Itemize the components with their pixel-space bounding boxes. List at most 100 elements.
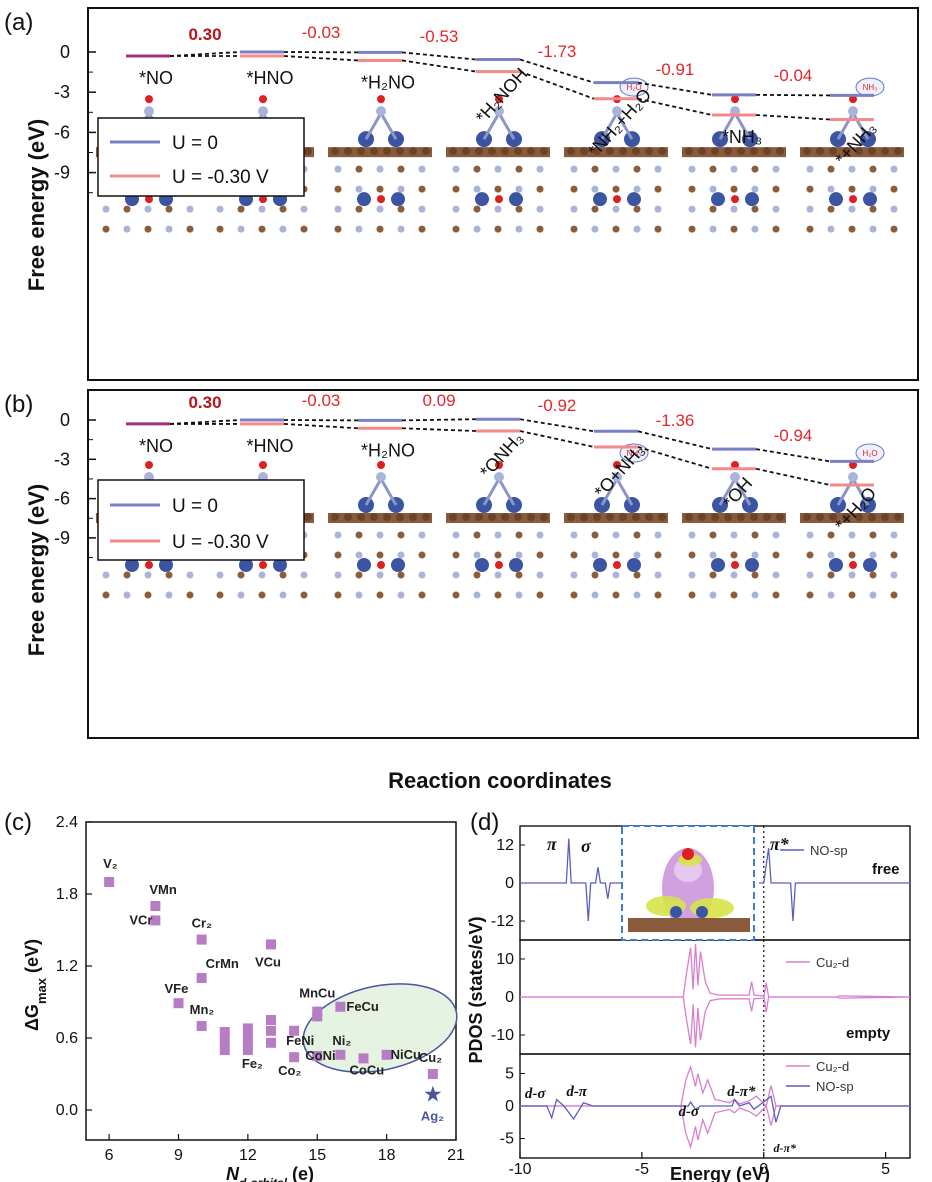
lattice-atom — [355, 591, 363, 599]
lattice-atom — [890, 531, 898, 539]
delta-label: -1.73 — [538, 42, 577, 61]
u0-connector — [637, 430, 713, 450]
bond — [364, 478, 383, 506]
scatter-point — [150, 901, 161, 911]
lattice-atom — [848, 165, 856, 173]
panel-b: (b) Free energy (eV) 0 -3 -6 -9 NH₃ H₂O *NO *… — [4, 389, 919, 739]
substrate-atom — [514, 513, 522, 522]
lattice-atom — [709, 225, 717, 233]
scatter-point — [242, 1023, 253, 1034]
delta-label: 0.09 — [422, 391, 455, 410]
panel-b-legend-box — [97, 479, 305, 561]
lattice-atom — [612, 165, 620, 173]
substrate-atom — [632, 513, 640, 522]
lattice-atom — [536, 205, 544, 213]
substrate-atom — [881, 147, 889, 156]
lattice-atom — [869, 591, 877, 599]
scatter-point-label: Co₂ — [278, 1063, 301, 1078]
lattice-atom — [258, 205, 266, 213]
top-metal-atom — [711, 558, 725, 573]
pdos-cu-empty — [520, 943, 911, 1013]
lattice-atom — [848, 531, 856, 539]
substrate-atom — [304, 147, 312, 156]
lattice-atom — [494, 185, 502, 193]
lattice-atom — [591, 205, 599, 213]
scatter-point-label: Fe₂ — [242, 1056, 263, 1071]
top-metal-atom — [125, 558, 139, 573]
scatter-point-label: FeNi — [286, 1033, 314, 1048]
panel-a-label: (a) — [4, 9, 33, 36]
highlight-star: ★ — [423, 1082, 443, 1107]
lattice-atom — [612, 571, 620, 579]
lattice-atom — [418, 551, 426, 559]
state-label: free — [872, 861, 900, 878]
ytick-label: 1.8 — [56, 886, 78, 903]
lattice-atom — [688, 225, 696, 233]
lattice-atom — [376, 551, 384, 559]
lattice-atom — [751, 571, 759, 579]
lattice-atom — [633, 591, 641, 599]
scatter-point-label: Cr₂ — [192, 916, 212, 931]
n-atom — [612, 106, 622, 117]
lattice-atom — [633, 185, 641, 193]
substrate-atom — [357, 147, 365, 156]
lattice-atom — [612, 185, 620, 193]
ytick-label: -9 — [54, 528, 70, 548]
legend-text: NO-sp — [816, 1079, 854, 1094]
lattice-atom — [355, 185, 363, 193]
lattice-atom — [418, 571, 426, 579]
lattice-atom — [890, 591, 898, 599]
top-o-atom — [731, 195, 739, 204]
step-label: *HNO — [246, 436, 293, 456]
lattice-atom — [806, 165, 814, 173]
scatter-point-label: CrMn — [206, 956, 239, 971]
lattice-atom — [654, 205, 662, 213]
substrate-atom — [383, 513, 391, 522]
lattice-atom — [772, 185, 780, 193]
molecule-label: H₂O — [626, 83, 641, 92]
lattice-atom — [334, 185, 342, 193]
lattice-atom — [258, 571, 266, 579]
ytick-label: 0.6 — [56, 1030, 78, 1047]
substrate-atom — [462, 147, 470, 156]
bond — [497, 112, 516, 140]
lattice-atom — [890, 165, 898, 173]
top-metal-atom — [627, 192, 641, 207]
legend-um030-text: U = -0.30 V — [172, 167, 269, 188]
lattice-atom — [515, 571, 523, 579]
lattice-atom — [806, 185, 814, 193]
lattice-atom — [591, 551, 599, 559]
bond — [718, 478, 737, 506]
delta-label: -0.03 — [302, 391, 341, 410]
o-atom — [145, 461, 153, 470]
bond — [482, 112, 501, 140]
xtick-label: 15 — [308, 1147, 326, 1164]
lattice-atom — [751, 225, 759, 233]
legend-u0-text: U = 0 — [172, 133, 218, 154]
lattice-atom — [473, 531, 481, 539]
lattice-atom — [165, 571, 173, 579]
substrate-atom — [658, 513, 666, 522]
top-metal-atom — [863, 558, 877, 573]
lattice-atom — [186, 225, 194, 233]
lattice-atom — [730, 185, 738, 193]
substrate-atom — [357, 513, 365, 522]
substrate-atom — [501, 513, 509, 522]
substrate-atom — [449, 147, 457, 156]
lattice-atom — [688, 551, 696, 559]
o-atom — [377, 95, 385, 104]
o-atom — [259, 461, 267, 470]
n-atom — [376, 106, 386, 117]
lattice-atom — [654, 185, 662, 193]
lattice-atom — [144, 591, 152, 599]
scatter-point — [312, 1051, 323, 1061]
lattice-atom — [890, 551, 898, 559]
top-o-atom — [145, 561, 153, 570]
substrate-atom — [344, 147, 352, 156]
lattice-atom — [397, 531, 405, 539]
lattice-atom — [591, 225, 599, 233]
lattice-atom — [654, 225, 662, 233]
um030-connector — [519, 430, 595, 448]
lattice-atom — [355, 551, 363, 559]
